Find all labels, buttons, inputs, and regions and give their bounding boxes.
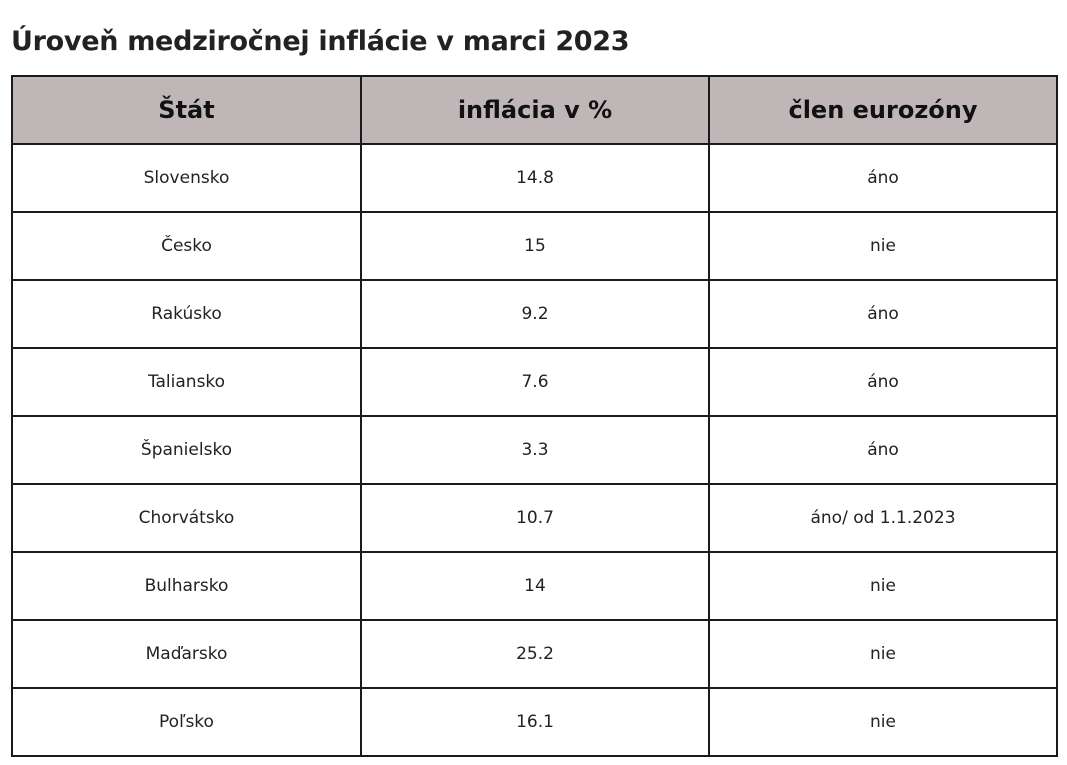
table-row: Rakúsko 9.2 áno xyxy=(11,279,1058,349)
table-header: Štát inflácia v % člen eurozóny xyxy=(11,75,1058,145)
table-row: Taliansko 7.6 áno xyxy=(11,347,1058,417)
cell-eurozone: nie xyxy=(708,211,1058,281)
cell-inflation: 10.7 xyxy=(360,483,710,553)
inflation-table: Štát inflácia v % člen eurozóny Slovensk… xyxy=(11,75,1058,757)
cell-state: Taliansko xyxy=(11,347,362,417)
header-row: Štát inflácia v % člen eurozóny xyxy=(11,75,1058,145)
cell-state: Rakúsko xyxy=(11,279,362,349)
cell-eurozone: áno xyxy=(708,347,1058,417)
column-header-state: Štát xyxy=(11,75,362,145)
table-row: Poľsko 16.1 nie xyxy=(11,687,1058,757)
table-body: Slovensko 14.8 áno Česko 15 nie Rakúsko … xyxy=(11,143,1058,757)
cell-eurozone: áno xyxy=(708,279,1058,349)
cell-state: Španielsko xyxy=(11,415,362,485)
cell-eurozone: áno xyxy=(708,143,1058,213)
column-header-eurozone: člen eurozóny xyxy=(708,75,1058,145)
table-row: Chorvátsko 10.7 áno/ od 1.1.2023 xyxy=(11,483,1058,553)
cell-inflation: 9.2 xyxy=(360,279,710,349)
cell-eurozone: nie xyxy=(708,551,1058,621)
cell-state: Česko xyxy=(11,211,362,281)
cell-eurozone: nie xyxy=(708,687,1058,757)
cell-state: Poľsko xyxy=(11,687,362,757)
cell-inflation: 14 xyxy=(360,551,710,621)
table-row: Česko 15 nie xyxy=(11,211,1058,281)
cell-inflation: 14.8 xyxy=(360,143,710,213)
cell-inflation: 7.6 xyxy=(360,347,710,417)
cell-state: Chorvátsko xyxy=(11,483,362,553)
table-row: Maďarsko 25.2 nie xyxy=(11,619,1058,689)
cell-inflation: 16.1 xyxy=(360,687,710,757)
column-header-inflation: inflácia v % xyxy=(360,75,710,145)
table-row: Slovensko 14.8 áno xyxy=(11,143,1058,213)
cell-eurozone: áno xyxy=(708,415,1058,485)
cell-state: Slovensko xyxy=(11,143,362,213)
cell-eurozone: áno/ od 1.1.2023 xyxy=(708,483,1058,553)
cell-inflation: 3.3 xyxy=(360,415,710,485)
cell-inflation: 15 xyxy=(360,211,710,281)
page-title: Úroveň medziročnej inflácie v marci 2023 xyxy=(11,26,630,57)
cell-state: Maďarsko xyxy=(11,619,362,689)
table-row: Bulharsko 14 nie xyxy=(11,551,1058,621)
cell-eurozone: nie xyxy=(708,619,1058,689)
cell-inflation: 25.2 xyxy=(360,619,710,689)
cell-state: Bulharsko xyxy=(11,551,362,621)
table-row: Španielsko 3.3 áno xyxy=(11,415,1058,485)
